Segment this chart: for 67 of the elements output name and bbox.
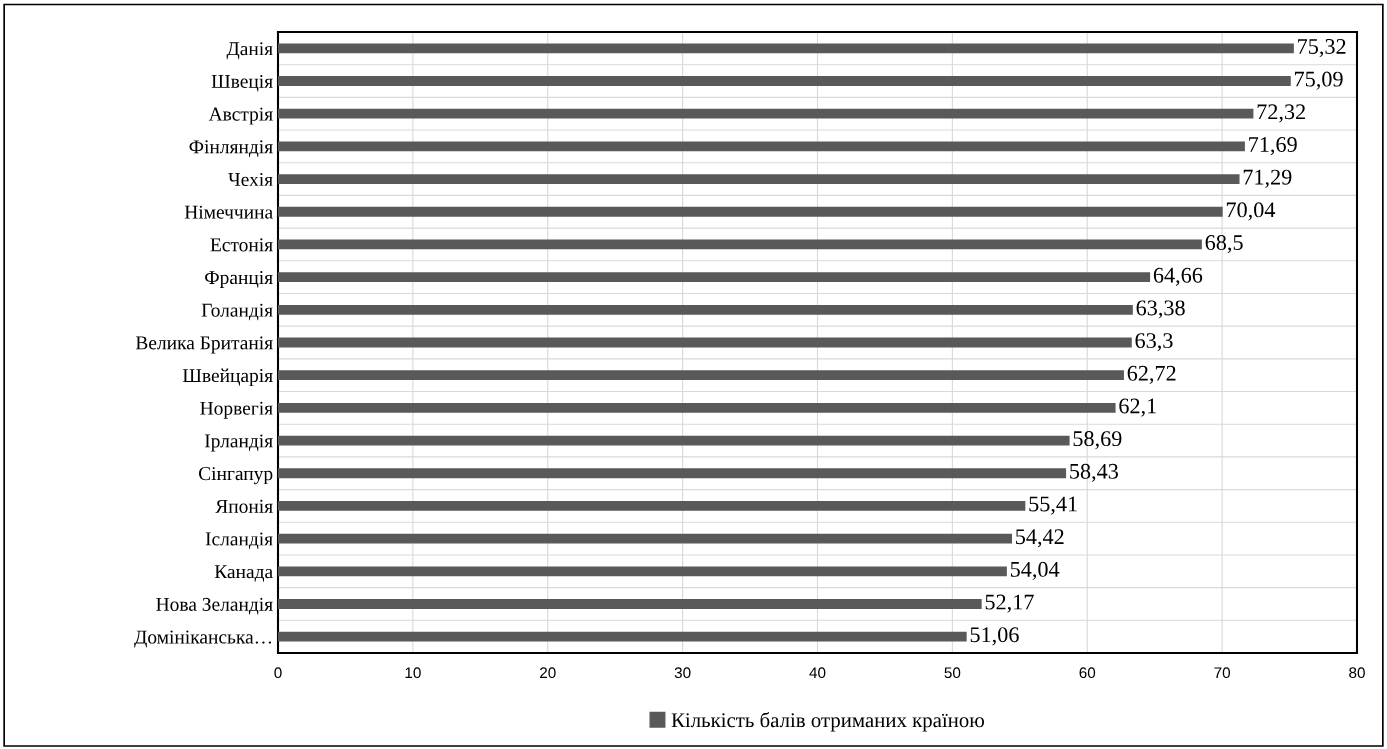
data-label: 52,17 [985,594,1034,613]
x-tick-label: 60 [1079,667,1096,679]
bar [278,108,1254,119]
data-label: 54,04 [1010,561,1060,581]
bar [278,402,1116,413]
y-tick-label: Японія [215,499,273,513]
x-tick-label: 80 [1349,667,1365,679]
y-tick-label: Швеція [211,74,273,92]
x-tick-label: 20 [540,667,556,679]
data-label: 63,3 [1135,333,1173,352]
bar [278,76,1291,86]
bar [278,501,1026,511]
y-tick-label: Ірландія [204,434,273,452]
y-tick-label: Австрія [208,107,273,125]
data-label: 58,43 [1070,463,1118,482]
data-label: 63,38 [1136,300,1185,319]
bar [278,435,1070,446]
bar [278,272,1151,283]
bar [278,631,967,642]
data-label: 51,06 [970,627,1019,646]
bar [278,533,1012,544]
y-tick-label: Нова Зеландія [156,597,273,615]
y-tick-label: Швейцарія [182,368,273,387]
y-tick-label: Франція [205,271,273,289]
data-label: 62,1 [1119,398,1156,417]
data-label: 75,32 [1298,38,1346,58]
y-tick-label: Данія [226,42,273,60]
y-tick-label: Сінгапур [198,467,273,485]
y-tick-label: Німеччина [184,205,273,219]
bar [278,370,1124,381]
x-tick-label: 30 [674,667,691,679]
x-tick-label: 0 [274,667,282,679]
bar [278,239,1202,250]
data-label: 71,69 [1249,137,1297,156]
data-label: 54,42 [1016,529,1064,548]
legend-label: Кількість балів отриманих країною [671,712,985,732]
bar [278,141,1245,152]
bar [278,337,1132,348]
y-tick-label: Фінляндія [189,140,273,157]
y-tick-label: Естонія [210,238,273,252]
bar [278,174,1240,184]
data-label: 64,66 [1153,267,1203,286]
data-label: 55,41 [1029,496,1077,515]
y-tick-label: Велика Британія [135,336,273,354]
bar [278,304,1133,315]
data-label: 71,29 [1243,169,1292,188]
y-tick-label: Канада [214,565,273,582]
bar [278,566,1007,577]
y-tick-label: Ісландія [205,532,273,550]
data-label: 62,72 [1127,365,1176,384]
bar [278,468,1067,479]
y-tick-label: Норвегія [200,401,273,419]
y-tick-label: Голандія [201,303,273,321]
y-tick-label: Чехія [228,172,273,187]
data-label: 68,5 [1205,235,1243,254]
x-tick-label: 70 [1214,667,1231,679]
data-label: 58,69 [1073,431,1122,450]
bar [278,599,982,609]
x-tick-label: 40 [809,667,826,679]
bar [278,206,1223,217]
x-tick-label: 10 [405,667,421,679]
data-label: 72,32 [1257,104,1305,123]
data-label: 75,09 [1295,71,1343,90]
y-tick-label: Домініканська… [134,630,272,648]
data-label: 70,04 [1226,202,1276,221]
bar [278,43,1294,54]
x-tick-label: 50 [944,667,961,679]
